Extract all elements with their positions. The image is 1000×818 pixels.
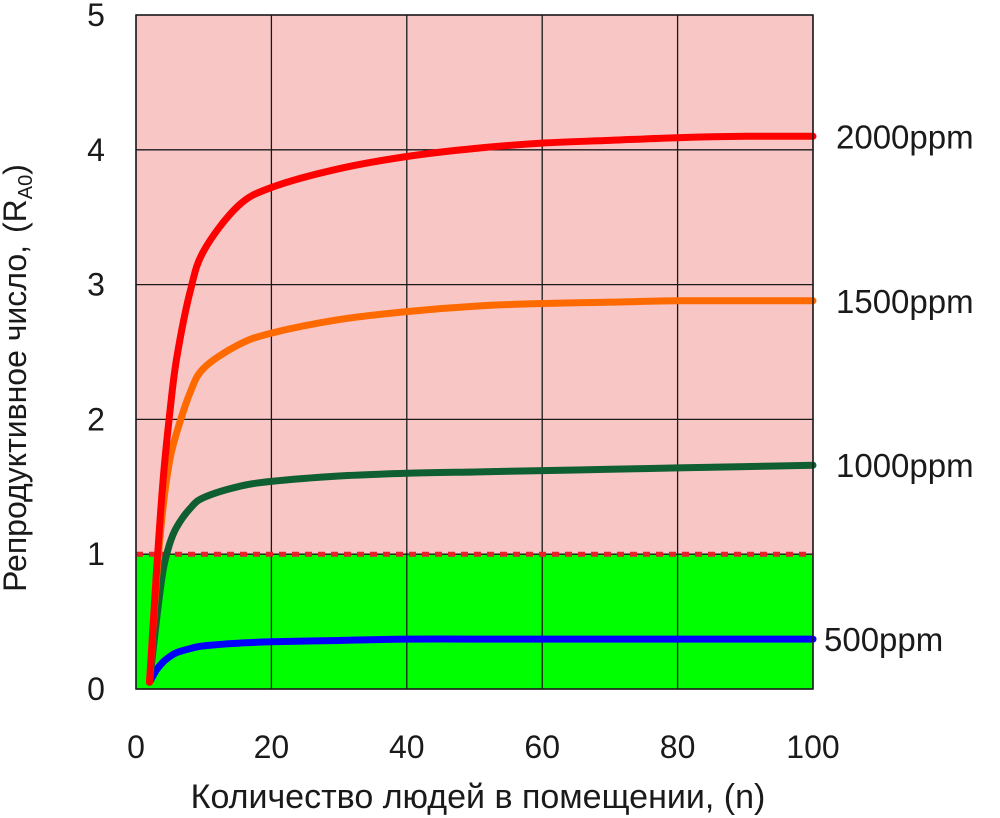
series-label-2000ppm: 2000ppm	[836, 118, 974, 155]
x-tick-label-0: 0	[127, 729, 145, 765]
y-axis-label-symbol: (R	[0, 199, 33, 233]
y-axis-label-main: Репродуктивное число,	[0, 245, 33, 592]
y-axis-label: Репродуктивное число, (RA0)	[0, 164, 37, 592]
series-label-1500ppm: 1500ppm	[836, 283, 974, 320]
x-tick-labels: 0 20 40 60 80 100	[127, 729, 840, 765]
y-tick-label-2: 2	[87, 401, 105, 437]
series-label-1000ppm: 1000ppm	[836, 447, 974, 484]
x-tick-label-40: 40	[389, 729, 425, 765]
x-axis-label: Количество людей в помещении, (n)	[191, 778, 766, 816]
y-tick-label-1: 1	[87, 536, 105, 572]
series-line-500ppm	[146, 635, 817, 686]
series-lines	[146, 132, 817, 686]
y-tick-label-0: 0	[87, 671, 105, 707]
plot-border	[135, 14, 814, 690]
y-axis-label-close: )	[0, 164, 33, 175]
series-label-500ppm: 500ppm	[824, 621, 943, 658]
y-axis-label-subscript: A0	[15, 175, 37, 199]
x-tick-label-20: 20	[254, 729, 290, 765]
plot-frame	[135, 14, 814, 690]
x-tick-label-60: 60	[524, 729, 560, 765]
region-safe	[136, 554, 813, 689]
y-tick-label-5: 5	[87, 0, 105, 33]
series-line-1000ppm	[146, 461, 817, 686]
y-tick-labels: 0 1 2 3 4 5	[87, 0, 105, 707]
series-line-2000ppm	[146, 132, 817, 686]
y-tick-label-3: 3	[87, 267, 105, 303]
series-labels: 2000ppm 1500ppm 1000ppm 500ppm	[824, 118, 974, 658]
x-tick-label-100: 100	[786, 729, 839, 765]
x-tick-label-80: 80	[660, 729, 696, 765]
y-tick-label-4: 4	[87, 132, 105, 168]
background-regions	[136, 15, 813, 689]
